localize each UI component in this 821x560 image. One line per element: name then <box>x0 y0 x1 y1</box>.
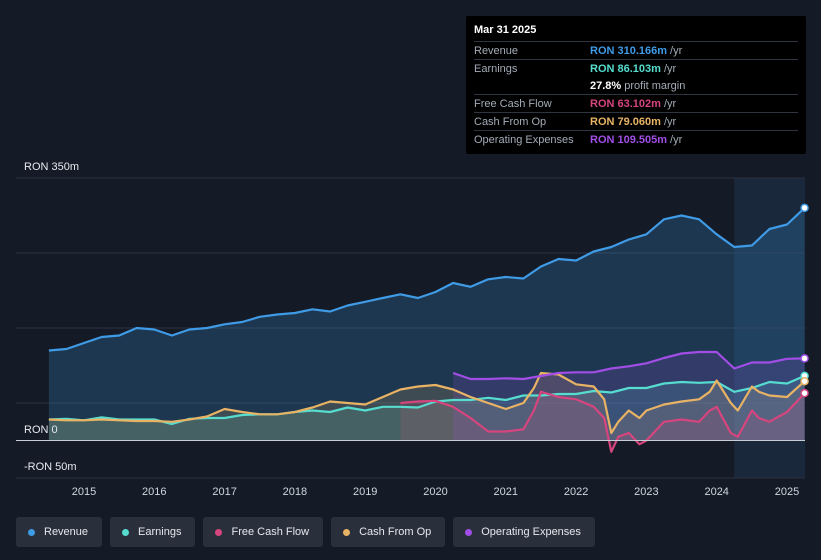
legend-dot-icon <box>28 528 35 536</box>
tooltip: Mar 31 2025 Revenue RON 310.166m /yr Ear… <box>466 16 806 154</box>
end-dot-operating-expenses <box>800 354 809 363</box>
x-tick-label: 2020 <box>423 486 447 498</box>
legend-label: Revenue <box>44 526 89 538</box>
tooltip-label: Free Cash Flow <box>474 98 552 110</box>
x-tick-label: 2015 <box>72 486 96 498</box>
tooltip-row-profit-margin: 27.8% profit margin <box>474 78 798 95</box>
x-tick-label: 2016 <box>142 486 166 498</box>
x-tick-label: 2024 <box>704 486 728 498</box>
y-label-bottom: -RON 50m <box>24 461 77 473</box>
tooltip-value: RON 63.102m <box>590 98 661 110</box>
tooltip-value: RON 109.505m <box>590 134 668 146</box>
end-dot-cash-from-op <box>800 376 809 386</box>
legend-item-free-cash-flow[interactable]: Free Cash Flow <box>203 517 324 547</box>
x-tick-label: 2021 <box>494 486 518 498</box>
area-cash-from-op <box>48 373 805 441</box>
tooltip-unit: /yr <box>670 134 683 146</box>
line-earnings <box>48 374 806 426</box>
tooltip-label: Revenue <box>474 45 519 57</box>
tooltip-row-earnings: Earnings RON 86.103m /yr <box>474 61 798 77</box>
x-tick-label: 2022 <box>564 486 588 498</box>
legend-dot-icon <box>122 528 130 536</box>
legend-label: Operating Expenses <box>481 526 581 538</box>
line-revenue <box>48 207 806 352</box>
x-tick-label: 2023 <box>634 486 658 498</box>
tooltip-value: RON 79.060m <box>590 116 661 128</box>
tooltip-value: RON 310.166m <box>590 45 668 57</box>
x-tick-label: 2025 <box>775 486 799 498</box>
tooltip-value: 27.8% <box>590 80 622 92</box>
legend-dot-icon <box>343 528 351 536</box>
end-dot-free-cash-flow <box>800 388 809 398</box>
tooltip-row-free-cash-flow: Free Cash Flow RON 63.102m /yr <box>474 96 798 113</box>
legend-item-revenue[interactable]: Revenue <box>16 517 103 547</box>
legend-item-operating-expenses[interactable]: Operating Expenses <box>453 517 595 547</box>
area-revenue <box>48 207 805 441</box>
tooltip-label <box>474 78 590 94</box>
series-areas <box>48 207 805 452</box>
line-free-cash-flow <box>400 390 806 453</box>
tooltip-row-revenue: Revenue RON 310.166m /yr <box>474 43 798 60</box>
x-tick-label: 2017 <box>212 486 236 498</box>
legend-label: Free Cash Flow <box>231 526 310 538</box>
legend-item-cash-from-op[interactable]: Cash From Op <box>331 517 446 547</box>
tooltip-date: Mar 31 2025 <box>474 24 798 42</box>
tooltip-row-operating-expenses: Operating Expenses RON 109.505m /yr <box>474 132 798 148</box>
area-free-cash-flow <box>400 391 805 452</box>
tooltip-row-cash-from-op: Cash From Op RON 79.060m /yr <box>474 114 798 131</box>
tooltip-label: Earnings <box>474 63 518 75</box>
legend-dot-icon <box>215 528 223 536</box>
legend-label: Cash From Op <box>359 526 432 538</box>
end-dot-revenue <box>800 203 809 213</box>
series-end-dots <box>800 203 809 398</box>
x-axis-labels: 2015 2016 2017 2018 2019 2020 2021 2022 2023 2024… <box>72 486 799 498</box>
legend-item-earnings[interactable]: Earnings <box>110 517 196 547</box>
tooltip-unit: /yr <box>663 116 677 128</box>
tooltip-value: RON 86.103m <box>590 63 661 75</box>
tooltip-unit: profit margin <box>624 80 686 92</box>
legend: Revenue Earnings Free Cash Flow Cash Fro… <box>16 517 603 547</box>
tooltip-unit: /yr <box>670 45 683 57</box>
tooltip-unit: /yr <box>663 98 677 110</box>
legend-label: Earnings <box>138 526 182 538</box>
tooltip-label: Cash From Op <box>474 116 547 128</box>
tooltip-unit: /yr <box>663 63 677 75</box>
y-label-top: RON 350m <box>24 161 79 173</box>
area-operating-expenses <box>453 352 805 441</box>
x-tick-label: 2018 <box>283 486 307 498</box>
tooltip-label: Operating Expenses <box>474 134 574 146</box>
y-label-zero: RON 0 <box>24 424 58 436</box>
series-lines <box>48 207 806 453</box>
line-operating-expenses <box>452 350 805 381</box>
x-tick-label: 2019 <box>353 486 377 498</box>
line-cash-from-op <box>48 371 806 435</box>
legend-dot-icon <box>465 528 473 536</box>
